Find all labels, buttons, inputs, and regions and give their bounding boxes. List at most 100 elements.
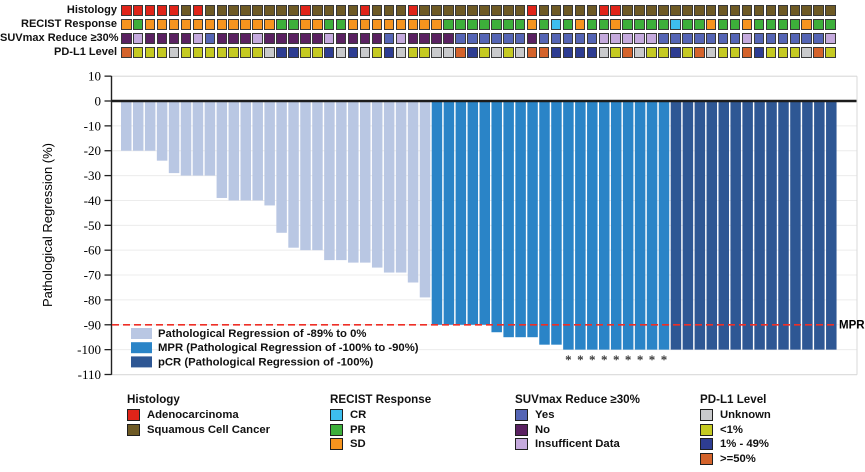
track-cell: [276, 5, 287, 16]
legend-group-title: SUVmax Reduce ≥30%: [515, 393, 640, 406]
track-cell: [240, 33, 251, 44]
significance-asterisks: * * * * * * * * *: [565, 352, 667, 367]
track-cell: [705, 5, 717, 16]
track-cell: [598, 33, 609, 44]
track-cell: [216, 5, 227, 16]
track-cell: [383, 47, 395, 58]
bar: [336, 102, 347, 261]
track-cell: [407, 47, 418, 58]
legend-item-label: 1% - 49%: [720, 438, 769, 451]
legend-item-label: Insufficent Data: [535, 438, 620, 451]
bar: [539, 102, 550, 345]
track-cell: [252, 33, 263, 44]
track-cell: [491, 5, 502, 16]
bar: [527, 102, 538, 338]
track-cell: [168, 33, 180, 44]
track-cell: [765, 47, 777, 58]
track-cell: [550, 47, 562, 58]
track-cell: [813, 19, 824, 30]
track-cell: [479, 47, 490, 58]
track-cell: [789, 47, 800, 58]
track-cell: [121, 5, 132, 16]
bar: [168, 102, 180, 174]
y-tick-label: -60: [84, 243, 101, 258]
track-cell: [682, 33, 693, 44]
track-cell: [705, 47, 717, 58]
bar: [551, 102, 562, 345]
track-cell: [216, 33, 227, 44]
track-cell: [526, 33, 538, 44]
y-tick-label: 10: [88, 69, 101, 84]
track-cell: [323, 33, 335, 44]
track-cell: [228, 5, 239, 16]
track-cell: [264, 5, 275, 16]
track-cell: [586, 33, 598, 44]
track-cell: [789, 19, 800, 30]
track-cell: [419, 47, 430, 58]
legend-item: SD: [330, 438, 431, 451]
track-cell: [359, 19, 371, 30]
track-cell: [419, 33, 430, 44]
track-cell: [479, 5, 490, 16]
track-cell: [467, 33, 478, 44]
track-cell: [801, 5, 812, 16]
track-cell: [443, 19, 454, 30]
track-cell: [789, 33, 800, 44]
track-cell: [156, 19, 168, 30]
track-cell: [526, 19, 538, 30]
legend-item: Insufficent Data: [515, 438, 640, 451]
legend-item: CR: [330, 409, 431, 421]
track-cell: [288, 47, 299, 58]
track-cell: [526, 5, 538, 16]
legend-group-recist: RECIST Response CR PR SD: [330, 393, 431, 453]
track-cell: [455, 5, 466, 16]
bar: [240, 102, 251, 201]
track-cell: [586, 47, 598, 58]
track-cell: [264, 33, 275, 44]
legend-swatch: [127, 423, 140, 436]
track-cell: [741, 5, 753, 16]
track-cell: [622, 33, 633, 44]
track-cell: [729, 19, 741, 30]
track-cell: [347, 5, 359, 16]
bar: [575, 102, 586, 350]
bar: [682, 102, 694, 350]
bar: [360, 102, 371, 263]
track-cell: [777, 19, 789, 30]
track-cell: [622, 47, 633, 58]
legend-swatch: [700, 423, 713, 436]
legend-item-label: PR: [350, 423, 366, 436]
bar: [479, 102, 490, 325]
track-cell: [694, 47, 705, 58]
track-cell: [646, 47, 657, 58]
track-cell: [813, 5, 824, 16]
track-cell: [288, 33, 299, 44]
track-cell: [443, 5, 454, 16]
legend-swatch-light: [131, 328, 152, 339]
bar: [180, 102, 192, 176]
bar: [587, 102, 598, 350]
legend-group-title: Histology: [127, 393, 180, 406]
track-cell: [550, 33, 562, 44]
track-cell: [514, 5, 526, 16]
track-cell: [300, 5, 311, 16]
track-cell: [753, 47, 765, 58]
bar: [431, 102, 443, 325]
track-cell: [550, 5, 562, 16]
track-cell: [634, 5, 645, 16]
bar: [718, 102, 729, 350]
bar: [371, 102, 383, 268]
legend-item: PR: [330, 423, 431, 436]
track-cell: [610, 19, 621, 30]
track-cell: [168, 19, 180, 30]
track-cell: [371, 5, 383, 16]
track-cell: [156, 47, 168, 58]
track-cell: [192, 5, 204, 16]
legend-item: Adenocarcinoma: [127, 409, 270, 421]
track-cell: [646, 19, 657, 30]
track-cell: [729, 33, 741, 44]
track-cell: [825, 47, 836, 58]
legend-item-label: Squamous Cell Cancer: [147, 423, 271, 436]
track-cell: [753, 33, 765, 44]
